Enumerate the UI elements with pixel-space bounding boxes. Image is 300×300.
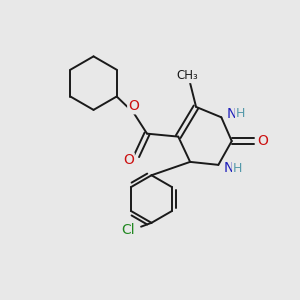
Text: H: H <box>236 107 245 120</box>
Text: CH₃: CH₃ <box>176 69 198 82</box>
Text: N: N <box>226 107 237 121</box>
Text: H: H <box>233 162 242 175</box>
Text: O: O <box>123 153 134 167</box>
Text: O: O <box>128 99 139 113</box>
Text: Cl: Cl <box>121 223 134 237</box>
Text: N: N <box>224 161 234 176</box>
Text: O: O <box>257 134 268 148</box>
